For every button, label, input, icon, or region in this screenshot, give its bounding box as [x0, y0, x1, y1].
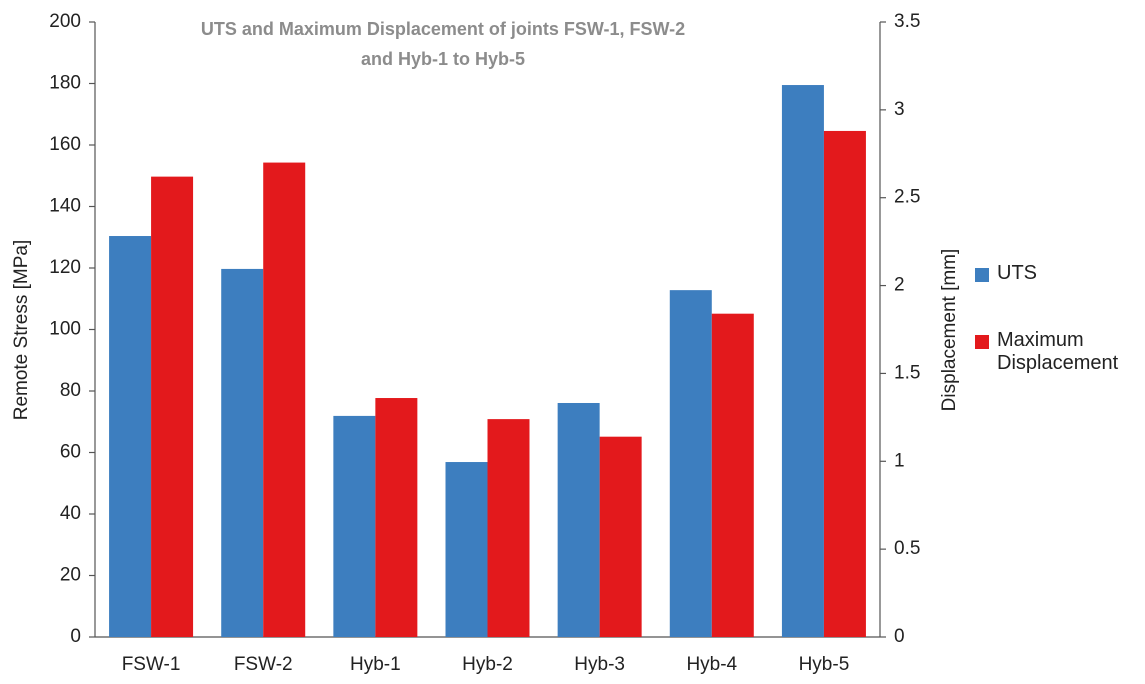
y2-tick-label: 1 [894, 450, 905, 471]
y-tick-label: 100 [49, 319, 81, 340]
x-tick-label: Hyb-3 [574, 654, 625, 675]
y2-tick-label: 0 [894, 626, 905, 647]
bar [221, 268, 264, 637]
bar [711, 313, 754, 637]
bar [375, 398, 418, 637]
x-tick-label: Hyb-2 [462, 654, 513, 675]
x-tick-label: FSW-2 [234, 654, 293, 675]
legend-item: Maximum Displacement [975, 329, 1145, 375]
x-tick-label: Hyb-1 [350, 654, 401, 675]
bar [151, 176, 194, 637]
y-tick-label: 0 [70, 626, 81, 647]
y-tick-label: 20 [60, 565, 81, 586]
y2-tick-label: 3.5 [894, 11, 920, 32]
bar [333, 415, 376, 637]
bar [669, 290, 712, 637]
y2-axis-label: Displacement [mm] [939, 249, 960, 412]
legend: UTS Maximum Displacement [975, 262, 1145, 419]
chart-title: UTS and Maximum Displacement of joints F… [201, 19, 685, 39]
bar [109, 236, 152, 637]
y2-tick-label: 2 [894, 275, 905, 296]
y-tick-label: 160 [49, 134, 81, 155]
bar [263, 162, 306, 638]
y2-tick-label: 2.5 [894, 187, 920, 208]
y-tick-label: 40 [60, 503, 81, 524]
y-tick-label: 80 [60, 380, 81, 401]
bar [557, 402, 600, 637]
bar [599, 436, 642, 637]
y-tick-label: 60 [60, 442, 81, 463]
bar [445, 462, 488, 637]
y-axis-label: Remote Stress [MPa] [11, 240, 32, 421]
y-tick-label: 140 [49, 196, 81, 217]
y-tick-label: 120 [49, 257, 81, 278]
x-tick-label: FSW-1 [122, 654, 181, 675]
y2-tick-label: 0.5 [894, 538, 920, 559]
y-tick-label: 200 [49, 11, 81, 32]
bar [487, 419, 530, 637]
x-tick-label: Hyb-5 [799, 654, 850, 675]
legend-label: UTS [997, 262, 1037, 284]
x-tick-label: Hyb-4 [686, 654, 737, 675]
bar [823, 130, 866, 637]
legend-item: UTS [975, 262, 1145, 285]
y2-tick-label: 3 [894, 99, 905, 120]
bar [781, 85, 824, 638]
legend-swatch [975, 268, 989, 282]
legend-swatch [975, 335, 989, 349]
y2-tick-label: 1.5 [894, 362, 920, 383]
y-tick-label: 180 [49, 73, 81, 94]
legend-label: Maximum Displacement [997, 329, 1119, 374]
chart-title: and Hyb-1 to Hyb-5 [361, 49, 525, 69]
